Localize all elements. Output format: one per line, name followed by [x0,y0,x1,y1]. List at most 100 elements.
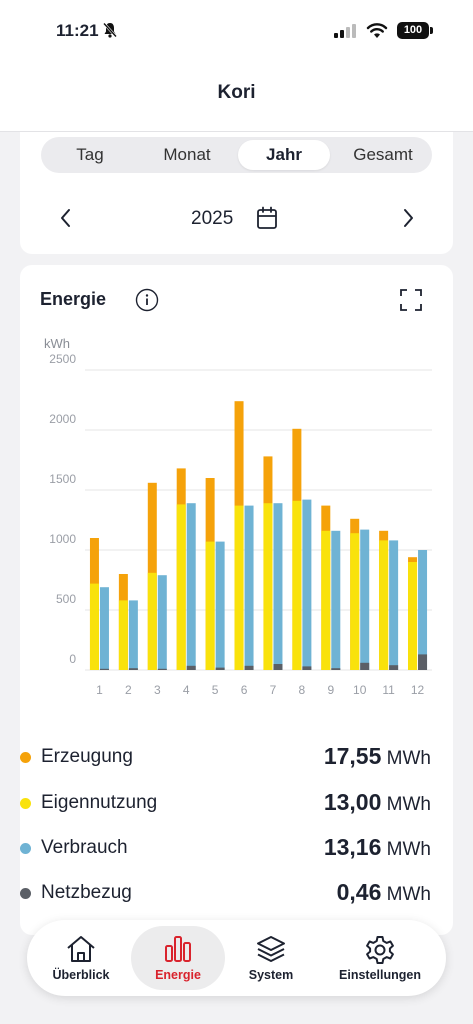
legend-dot-verbrauch [20,843,31,854]
y-axis-unit-label: kWh [44,336,70,351]
year-selector: 2025 [20,202,453,236]
period-segmented-control: Tag Monat Jahr Gesamt [41,137,432,173]
legend-unit: MWh [386,794,431,815]
legend-dot-erzeugung [20,752,31,763]
y-tick-label: 1500 [49,472,76,486]
legend-dot-netzbezug [20,888,31,899]
bar-netzbezug [302,666,312,670]
tab-label: Überblick [52,968,110,982]
bar-netzbezug [128,668,138,670]
bar-verbrauch [360,529,370,670]
legend-value: 13,16 MWh [324,834,431,861]
energy-card-title: Energie [40,289,107,309]
bar-netzbezug [215,667,225,670]
tab-ueberblick[interactable]: Überblick [33,926,129,990]
tab-label: Einstellungen [339,968,421,982]
x-tick-label: 5 [212,683,219,697]
y-tick-label: 0 [69,652,76,666]
bar-netzbezug [157,668,167,670]
bar-verbrauch [389,540,399,670]
x-tick-label: 1 [96,683,103,697]
gear-icon [364,934,396,971]
legend-label: Erzeugung [41,746,133,767]
legend-value: 13,00 MWh [324,789,431,816]
bar-verbrauch [273,503,283,670]
fullscreen-icon[interactable] [400,289,422,316]
legend-number: 13,00 [323,789,382,815]
bar-verbrauch [128,600,138,670]
bar-eigennutzung [379,540,389,670]
battery-tip [430,27,433,34]
bar-chart-icon [163,934,193,969]
bar-verbrauch [244,505,254,670]
legend-unit: MWh [386,839,431,860]
bar-netzbezug [273,664,283,670]
bar-verbrauch [186,503,196,670]
bar-verbrauch [302,499,312,670]
bottom-tab-bar: Überblick Energie System Einstellungen [27,920,446,996]
tab-system[interactable]: System [231,926,311,990]
bell-muted-icon [103,22,117,43]
x-tick-label: 12 [411,683,425,697]
legend-number: 17,55 [323,743,382,769]
bar-eigennutzung [350,533,360,670]
y-tick-label: 500 [56,592,76,606]
bar-eigennutzung [234,505,244,670]
bar-netzbezug [418,654,428,670]
x-tick-label: 7 [270,683,277,697]
legend-value: 0,46 MWh [337,879,431,906]
legend-row-erzeugung: Erzeugung 17,55 MWh [20,743,433,773]
x-tick-label: 10 [353,683,367,697]
bar-netzbezug [389,665,399,670]
bar-eigennutzung [408,562,418,670]
bar-eigennutzung [205,541,215,670]
tab-tag[interactable]: Tag [76,145,104,164]
chevron-right-icon[interactable] [398,206,418,235]
legend-row-eigennutzung: Eigennutzung 13,00 MWh [20,789,433,819]
tab-einstellungen[interactable]: Einstellungen [327,926,433,990]
x-tick-label: 11 [382,683,395,697]
x-tick-label: 4 [183,683,190,697]
tab-label: Energie [155,968,201,982]
legend-row-netzbezug: Netzbezug 0,46 MWh [20,879,433,909]
tab-monat[interactable]: Monat [163,145,211,164]
year-label[interactable]: 2025 [191,208,234,229]
bar-verbrauch [215,541,225,670]
wifi-icon [366,23,388,44]
y-tick-label: 1000 [49,532,76,546]
bar-netzbezug [331,668,341,670]
legend-value: 17,55 MWh [324,743,431,770]
bar-netzbezug [99,668,109,670]
bar-verbrauch [99,587,109,670]
bar-eigennutzung [263,503,273,670]
y-tick-label: 2500 [49,352,76,366]
legend-label: Netzbezug [41,882,132,903]
bar-eigennutzung [147,572,157,670]
bar-verbrauch [418,550,428,670]
bar-verbrauch [157,575,167,670]
calendar-icon[interactable] [256,206,278,235]
bar-eigennutzung [321,530,331,670]
legend-unit: MWh [386,884,431,905]
x-tick-label: 3 [154,683,161,697]
legend-unit: MWh [386,748,431,769]
tab-label: System [248,968,294,982]
legend-row-verbrauch: Verbrauch 13,16 MWh [20,834,433,864]
tab-gesamt[interactable]: Gesamt [353,145,413,164]
period-card: Tag Monat Jahr Gesamt 2025 [20,132,453,254]
bar-eigennutzung [292,500,302,670]
app-header: Kori [0,60,473,132]
tab-jahr[interactable]: Jahr [238,140,330,170]
home-icon [65,934,97,969]
chevron-left-icon[interactable] [56,206,76,235]
cellular-signal-icon [334,24,356,43]
bar-verbrauch [331,530,341,670]
status-bar: 11:21 100 [0,0,473,60]
legend-dot-eigennutzung [20,798,31,809]
bar-eigennutzung [176,504,186,670]
bar-eigennutzung [118,600,128,670]
info-icon[interactable] [135,288,159,317]
tab-energie[interactable]: Energie [131,926,225,990]
legend-number: 13,16 [323,834,382,860]
